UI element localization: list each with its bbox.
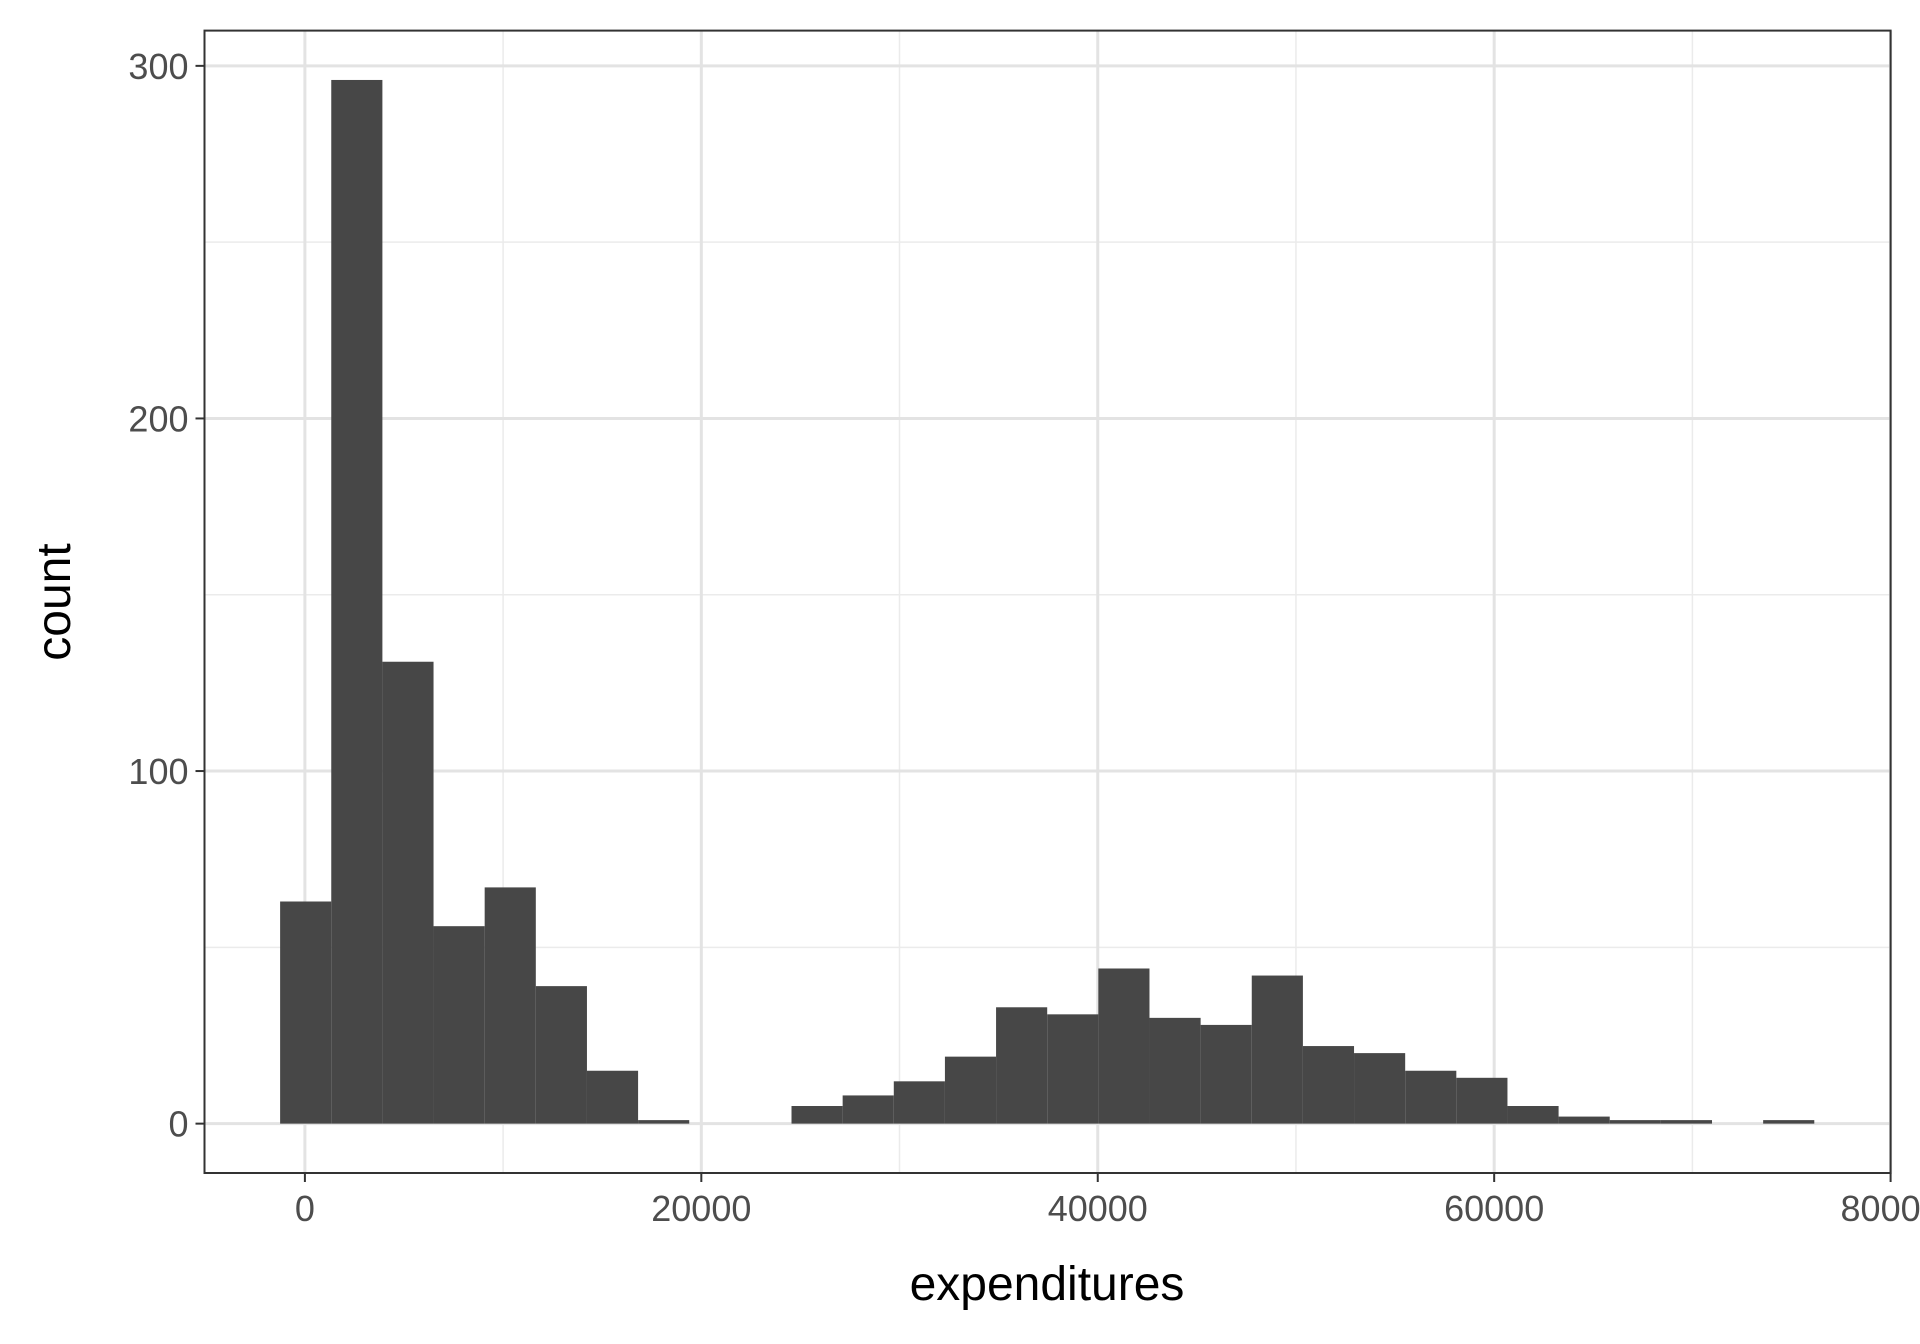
bar [1149,1017,1201,1124]
bar [1405,1070,1457,1124]
bar [535,986,587,1124]
x-tick-label: 60000 [1444,1188,1544,1229]
bar [1200,1024,1252,1124]
bar [1047,1014,1099,1124]
bar [944,1056,997,1124]
bar [331,79,383,1124]
y-tick-label: 0 [168,1104,188,1145]
bar [1456,1077,1508,1124]
bar [893,1081,945,1124]
bar [586,1070,639,1124]
bar [1354,1053,1406,1124]
x-tick-label: 20000 [651,1188,751,1229]
bar [791,1106,843,1124]
bar [842,1095,894,1124]
bar [638,1120,690,1124]
x-axis-title: expenditures [910,1258,1185,1311]
bar [382,661,434,1124]
bar [1660,1120,1713,1124]
bar [433,926,485,1124]
bar [996,1007,1048,1124]
bar [1098,968,1150,1124]
bar [1609,1120,1661,1124]
bar [1763,1120,1815,1124]
plot-border [203,29,1892,1175]
bar [1507,1106,1559,1124]
y-axis-title: count [28,543,81,660]
bar [484,887,536,1124]
bar [280,901,332,1124]
y-tick-label: 100 [128,751,188,792]
y-tick-label: 200 [128,398,188,439]
y-tick-label: 300 [128,46,188,87]
bar [1251,975,1303,1124]
x-tick-label: 40000 [1048,1188,1148,1229]
bar [1558,1116,1610,1124]
bar [1302,1046,1355,1124]
x-tick-label: 0 [295,1188,315,1229]
